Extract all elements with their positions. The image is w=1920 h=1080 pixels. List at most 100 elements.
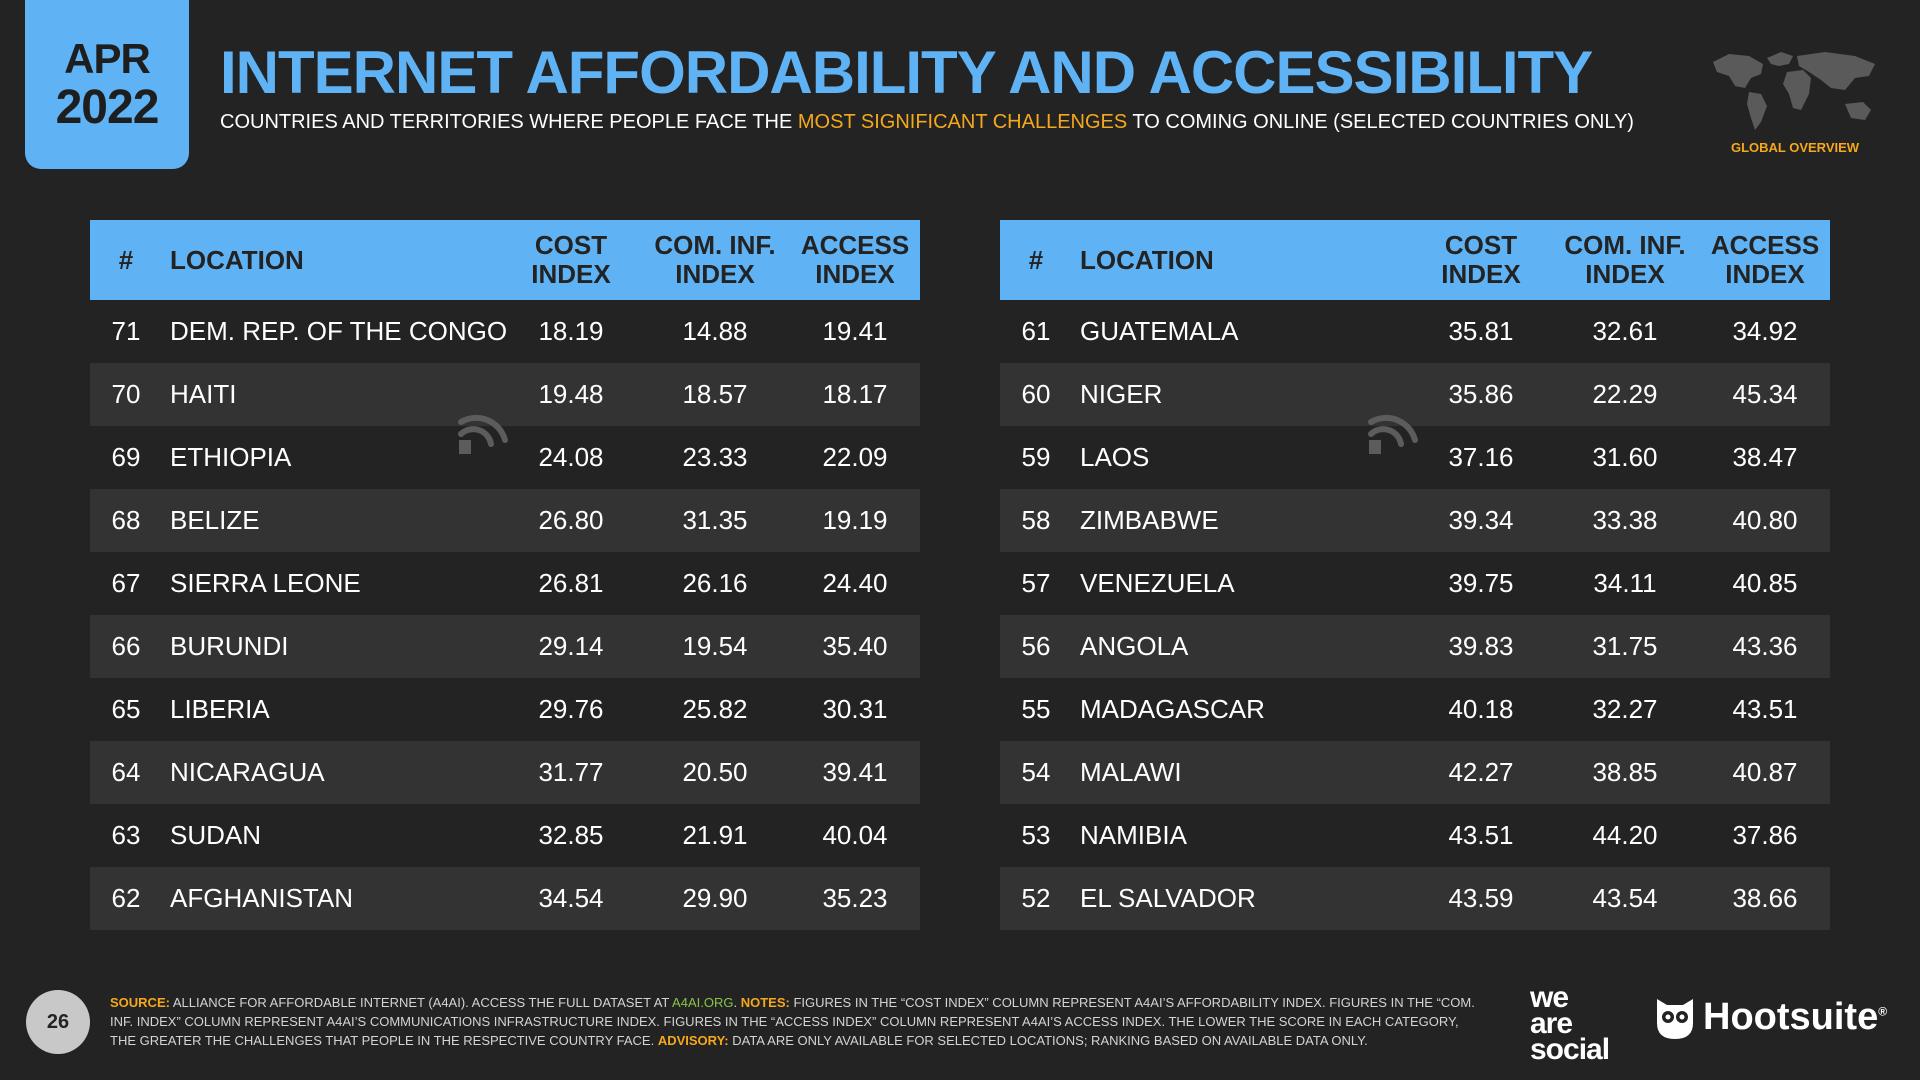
com-inf-index-cell: 34.11	[1593, 568, 1657, 598]
cost-index-cell: 29.76	[538, 694, 604, 724]
registered-mark: ®	[1878, 1003, 1888, 1018]
advisory-text: DATA ARE ONLY AVAILABLE FOR SELECTED LOC…	[728, 1033, 1368, 1048]
location-cell: DEM. REP. OF THE CONGO	[170, 316, 508, 346]
we-are-social-logo: we are social	[1530, 981, 1610, 1065]
cost-index-header: COST INDEX	[502, 220, 640, 300]
location-cell: LIBERIA	[170, 694, 270, 724]
access-index-cell: 43.36	[1700, 615, 1830, 678]
cost-index-cell: 43.59	[1412, 867, 1550, 930]
table-row: 68 BELIZE 26.80 31.35 19.19	[90, 489, 920, 552]
access-index-cell: 40.80	[1700, 489, 1830, 552]
access-index-cell: 38.66	[1700, 867, 1830, 930]
location-cell: VENEZUELA	[1080, 568, 1235, 598]
com-inf-index-cell: 18.57	[640, 363, 790, 426]
rank-cell: 52	[1000, 867, 1072, 930]
advisory-label: ADVISORY:	[657, 1033, 729, 1048]
access-index-cell: 30.31	[822, 694, 888, 724]
logo-line-we: we	[1530, 981, 1569, 1014]
global-overview-label: GLOBAL OVERVIEW	[1730, 140, 1860, 155]
location-cell: NAMIBIA	[1080, 820, 1187, 850]
cost-index-cell: 31.77	[502, 741, 640, 804]
com-inf-index-cell: 43.54	[1550, 867, 1700, 930]
cost-index-cell: 24.08	[538, 442, 604, 472]
location-cell: HAITI	[162, 363, 502, 426]
subtitle-start: COUNTRIES AND TERRITORIES WHERE PEOPLE F…	[220, 111, 798, 133]
rank-header: #	[90, 220, 162, 300]
rank-cell: 64	[90, 741, 162, 804]
table-row: 54 MALAWI 42.27 38.85 40.87	[1000, 741, 1830, 804]
rank-cell: 69	[111, 442, 141, 472]
table-row: 65 LIBERIA 29.76 25.82 30.31	[90, 678, 920, 741]
rank-cell: 62	[90, 867, 162, 930]
location-cell: ETHIOPIA	[170, 442, 292, 472]
access-index-cell: 19.41	[822, 316, 888, 346]
cost-index-cell: 32.85	[538, 820, 604, 850]
com-inf-index-header-line2: INDEX	[1585, 259, 1665, 289]
rank-cell: 67	[111, 568, 141, 598]
datareportal-watermark-icon	[458, 414, 508, 454]
rank-cell: 56	[1000, 615, 1072, 678]
access-index-cell: 35.23	[790, 867, 920, 930]
ranking-table-left: # LOCATION COST INDEX COM. INF. INDEX ACCE…	[90, 220, 920, 930]
location-cell: AFGHANISTAN	[162, 867, 502, 930]
source-label: SOURCE:	[110, 995, 170, 1010]
world-map-icon	[1713, 52, 1875, 130]
rank-cell: 66	[90, 615, 162, 678]
com-inf-index-cell: 31.35	[640, 489, 790, 552]
rank-cell: 55	[1021, 694, 1051, 724]
access-index-header: ACCESS INDEX	[1700, 220, 1830, 300]
access-index-header-line1: ACCESS	[800, 230, 910, 260]
page-number: 26	[26, 990, 90, 1054]
cost-index-cell: 37.16	[1448, 442, 1514, 472]
cost-index-cell: 18.19	[538, 316, 604, 346]
page-title: INTERNET AFFORDABILITY AND ACCESSIBILITY	[220, 39, 1593, 106]
rank-cell: 57	[1021, 568, 1051, 598]
cost-index-cell: 40.18	[1448, 694, 1514, 724]
location-cell: ANGOLA	[1072, 615, 1412, 678]
cost-index-cell: 39.34	[1412, 489, 1550, 552]
location-header: LOCATION	[1072, 220, 1412, 300]
access-index-header-line2: INDEX	[815, 259, 895, 289]
table-row: 70 HAITI 19.48 18.57 18.17	[90, 363, 920, 426]
table-row: 67 SIERRA LEONE 26.81 26.16 24.40	[90, 552, 920, 615]
access-index-cell: 34.92	[1732, 316, 1798, 346]
location-cell: SUDAN	[170, 820, 262, 850]
rank-cell: 70	[90, 363, 162, 426]
rank-cell: 53	[1021, 820, 1051, 850]
badge-year: 2022	[55, 80, 160, 134]
com-inf-index-cell: 23.33	[682, 442, 748, 472]
rank-header: #	[1000, 220, 1072, 300]
com-inf-index-cell: 14.88	[682, 316, 748, 346]
rank-cell: 71	[111, 316, 141, 346]
location-header: LOCATION	[162, 220, 502, 300]
table-row: 55 MADAGASCAR 40.18 32.27 43.51	[1000, 678, 1830, 741]
com-inf-index-cell: 33.38	[1550, 489, 1700, 552]
source-link[interactable]: A4AI.ORG	[672, 995, 734, 1010]
rank-cell: 63	[111, 820, 141, 850]
cost-index-cell: 26.81	[538, 568, 604, 598]
com-inf-index-header-line1: COM. INF.	[654, 230, 776, 260]
table-row: 64 NICARAGUA 31.77 20.50 39.41	[90, 741, 920, 804]
subtitle-end: TO COMING ONLINE (SELECTED COUNTRIES ONL…	[1127, 111, 1634, 133]
location-cell: LAOS	[1080, 442, 1150, 472]
location-cell: MADAGASCAR	[1080, 694, 1265, 724]
access-index-cell: 18.17	[790, 363, 920, 426]
cost-index-cell: 43.51	[1448, 820, 1514, 850]
location-cell: BURUNDI	[162, 615, 502, 678]
table-row: 52 EL SALVADOR 43.59 43.54 38.66	[1000, 867, 1830, 930]
cost-index-cell: 34.54	[502, 867, 640, 930]
location-cell: NIGER	[1072, 363, 1412, 426]
notes-text: FIGURES IN THE “COST INDEX” COLUMN REPRE…	[110, 995, 1475, 1048]
table-row: 58 ZIMBABWE 39.34 33.38 40.80	[1000, 489, 1830, 552]
com-inf-index-header-line2: INDEX	[675, 259, 755, 289]
rank-cell: 59	[1021, 442, 1051, 472]
notes-label: NOTES:	[740, 995, 790, 1010]
table-header-row: # LOCATION COST INDEX COM. INF. INDEX ACCE…	[1000, 220, 1830, 300]
hootsuite-wordmark: Hootsuite®	[1703, 996, 1887, 1039]
access-index-cell: 24.40	[822, 568, 888, 598]
location-cell: EL SALVADOR	[1072, 867, 1412, 930]
com-inf-index-cell: 31.60	[1592, 442, 1658, 472]
com-inf-index-header-line1: COM. INF.	[1564, 230, 1686, 260]
owl-icon	[1657, 999, 1693, 1039]
rank-cell: 65	[111, 694, 141, 724]
